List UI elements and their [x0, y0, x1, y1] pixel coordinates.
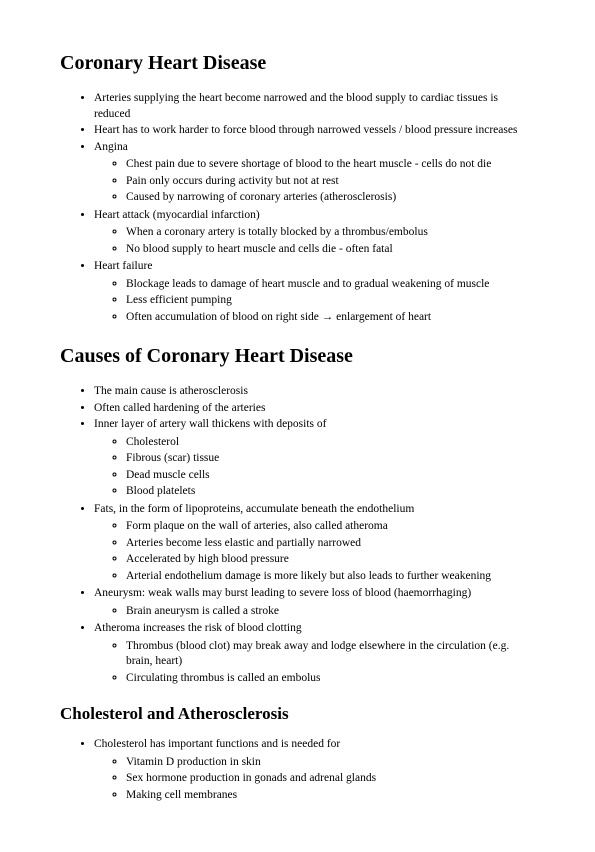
- list-item: Heart has to work harder to force blood …: [94, 123, 535, 139]
- list-item: Heart attack (myocardial infarction) Whe…: [94, 208, 535, 258]
- list-item: Pain only occurs during activity but not…: [126, 174, 535, 190]
- list-item: The main cause is atherosclerosis: [94, 384, 535, 400]
- list-item: Atheroma increases the risk of blood clo…: [94, 621, 535, 686]
- list-item: Sex hormone production in gonads and adr…: [126, 771, 535, 787]
- list-item: Arteries become less elastic and partial…: [126, 536, 535, 552]
- list-item: Often called hardening of the arteries: [94, 401, 535, 417]
- list-item-text: Atheroma increases the risk of blood clo…: [94, 622, 302, 634]
- sublist: Blockage leads to damage of heart muscle…: [94, 277, 535, 326]
- list-item: Inner layer of artery wall thickens with…: [94, 417, 535, 500]
- list-item: Form plaque on the wall of arteries, als…: [126, 519, 535, 535]
- list-item: Making cell membranes: [126, 788, 535, 804]
- list-item: Arterial endothelium damage is more like…: [126, 569, 535, 585]
- list-item-text: Inner layer of artery wall thickens with…: [94, 418, 326, 430]
- list-item: Fibrous (scar) tissue: [126, 451, 535, 467]
- list-cholesterol: Cholesterol has important functions and …: [60, 737, 535, 803]
- list-item-text: Fats, in the form of lipoproteins, accum…: [94, 503, 414, 515]
- list-item: Fats, in the form of lipoproteins, accum…: [94, 502, 535, 585]
- sublist: Form plaque on the wall of arteries, als…: [94, 519, 535, 584]
- list-item: Heart failure Blockage leads to damage o…: [94, 259, 535, 325]
- list-item: Vitamin D production in skin: [126, 755, 535, 771]
- sublist: Brain aneurysm is called a stroke: [94, 604, 535, 620]
- list-item: Thrombus (blood clot) may break away and…: [126, 639, 535, 670]
- list-chd: Arteries supplying the heart become narr…: [60, 91, 535, 325]
- sublist: Cholesterol Fibrous (scar) tissue Dead m…: [94, 435, 535, 500]
- list-item: No blood supply to heart muscle and cell…: [126, 242, 535, 258]
- list-item: Accelerated by high blood pressure: [126, 552, 535, 568]
- list-item: Blockage leads to damage of heart muscle…: [126, 277, 535, 293]
- list-item: Angina Chest pain due to severe shortage…: [94, 140, 535, 206]
- list-item: Chest pain due to severe shortage of blo…: [126, 157, 535, 173]
- list-item: Less efficient pumping: [126, 293, 535, 309]
- list-item: Blood platelets: [126, 484, 535, 500]
- heading-cholesterol: Cholesterol and Atherosclerosis: [60, 703, 535, 726]
- list-item: Aneurysm: weak walls may burst leading t…: [94, 586, 535, 619]
- list-item: When a coronary artery is totally blocke…: [126, 225, 535, 241]
- list-item-text: Heart attack (myocardial infarction): [94, 209, 260, 221]
- list-item: Brain aneurysm is called a stroke: [126, 604, 535, 620]
- sublist: Thrombus (blood clot) may break away and…: [94, 639, 535, 687]
- sublist: Vitamin D production in skin Sex hormone…: [94, 755, 535, 804]
- list-item-text: Cholesterol has important functions and …: [94, 738, 340, 750]
- list-item-text: Angina: [94, 141, 128, 153]
- heading-coronary-heart-disease: Coronary Heart Disease: [60, 50, 535, 77]
- list-item: Cholesterol has important functions and …: [94, 737, 535, 803]
- list-item: Cholesterol: [126, 435, 535, 451]
- list-item: Caused by narrowing of coronary arteries…: [126, 190, 535, 206]
- list-item: Dead muscle cells: [126, 468, 535, 484]
- list-causes: The main cause is atherosclerosis Often …: [60, 384, 535, 686]
- sublist: Chest pain due to severe shortage of blo…: [94, 157, 535, 206]
- list-item-text: Aneurysm: weak walls may burst leading t…: [94, 587, 471, 599]
- list-item: Circulating thrombus is called an embolu…: [126, 671, 535, 687]
- list-item: Arteries supplying the heart become narr…: [94, 91, 535, 122]
- sublist: When a coronary artery is totally blocke…: [94, 225, 535, 257]
- list-item: Often accumulation of blood on right sid…: [126, 310, 535, 326]
- list-item-text: Heart failure: [94, 260, 152, 272]
- heading-causes: Causes of Coronary Heart Disease: [60, 343, 535, 370]
